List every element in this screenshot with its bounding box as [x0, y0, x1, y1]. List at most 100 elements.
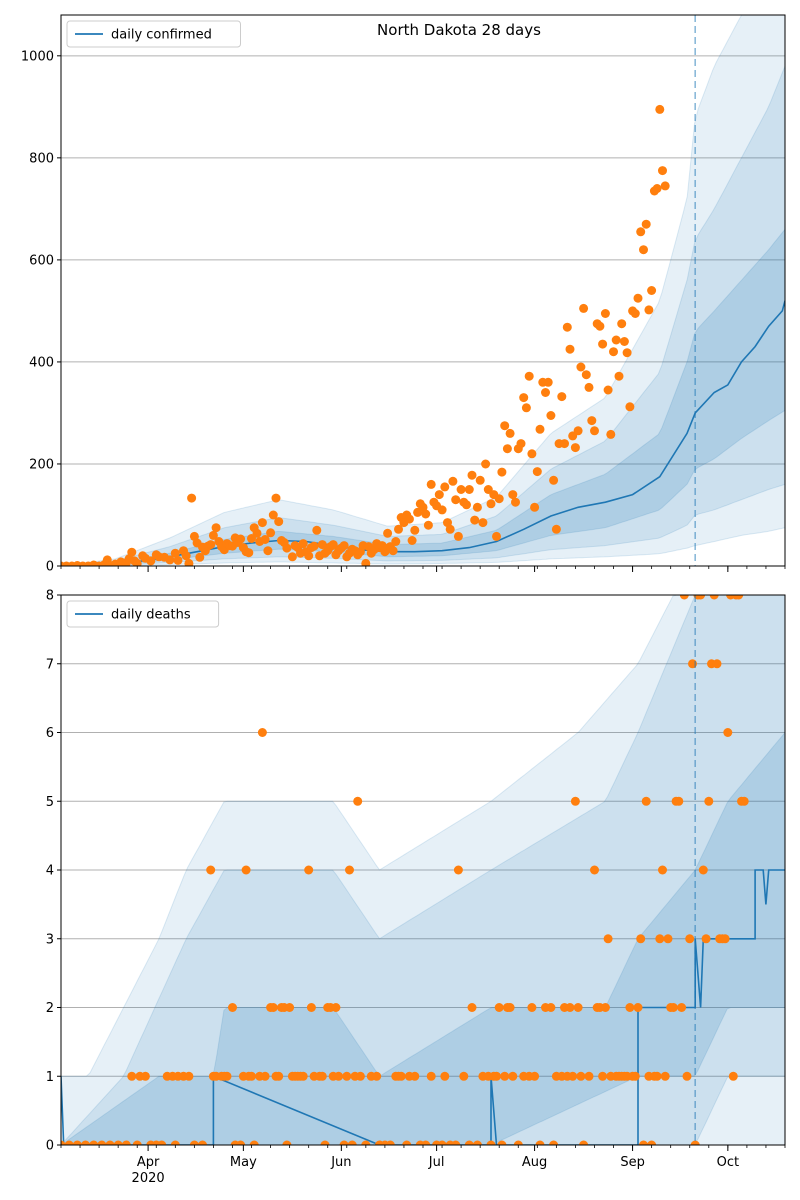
y-tick-label: 7: [46, 657, 54, 672]
y-tick-label: 2: [46, 1001, 54, 1016]
observed-point: [198, 1140, 207, 1145]
observed-point: [355, 1071, 365, 1081]
y-tick-label: 6: [46, 726, 54, 741]
observed-point: [720, 934, 730, 944]
observed-point: [660, 1071, 670, 1081]
observed-point: [317, 540, 327, 550]
observed-point: [527, 449, 537, 459]
observed-point: [505, 428, 515, 438]
observed-point: [306, 1003, 316, 1012]
observed-point: [486, 1140, 496, 1145]
observed-point: [372, 1071, 382, 1081]
chart-title: North Dakota 28 days: [377, 21, 541, 39]
observed-point: [410, 1071, 420, 1081]
observed-point: [342, 1071, 352, 1081]
observed-point: [184, 1071, 194, 1081]
y-tick-label: 8: [46, 589, 54, 604]
observed-point: [581, 370, 591, 380]
observed-point: [81, 1140, 90, 1145]
observed-point: [644, 305, 654, 315]
observed-point: [426, 479, 436, 489]
observed-point: [383, 528, 393, 538]
observed-point: [511, 497, 520, 507]
observed-point: [274, 517, 284, 527]
y-tick-label: 3: [46, 932, 54, 947]
observed-point: [257, 518, 267, 528]
observed-point: [407, 536, 417, 545]
observed-point: [206, 540, 216, 550]
observed-point: [652, 1071, 662, 1081]
observed-point: [206, 865, 216, 875]
observed-point: [570, 443, 580, 453]
observed-point: [257, 728, 267, 737]
observed-point: [530, 1071, 540, 1081]
observed-point: [508, 1071, 518, 1081]
observed-point: [505, 1003, 515, 1012]
observed-point: [339, 541, 349, 551]
y-tick-label: 600: [29, 253, 54, 268]
observed-point: [543, 377, 553, 387]
observed-point: [541, 388, 550, 397]
observed-point: [244, 548, 254, 558]
observed-point: [195, 552, 205, 562]
observed-point: [636, 934, 646, 944]
observed-point: [494, 1003, 504, 1012]
observed-point: [712, 659, 722, 669]
observed-point: [641, 796, 651, 806]
observed-point: [208, 530, 218, 540]
observed-point: [451, 1140, 461, 1145]
observed-point: [361, 1140, 371, 1145]
x-tick-label: Oct: [717, 1155, 739, 1170]
observed-point: [268, 510, 278, 520]
observed-point: [663, 934, 673, 944]
observed-point: [500, 421, 510, 431]
observed-point: [89, 1140, 99, 1145]
observed-point: [467, 470, 477, 480]
plot-area: [61, 15, 785, 566]
observed-point: [437, 505, 447, 515]
observed-point: [388, 546, 398, 556]
observed-point: [603, 934, 613, 944]
observed-point: [353, 796, 363, 806]
observed-point: [345, 865, 354, 875]
observed-point: [584, 382, 594, 392]
observed-point: [464, 485, 474, 494]
observed-point: [636, 227, 646, 237]
observed-point: [494, 494, 504, 504]
observed-point: [633, 1003, 643, 1012]
x-tick-label: Jun: [330, 1155, 351, 1170]
observed-point: [513, 1140, 523, 1145]
observed-point: [140, 1071, 150, 1081]
observed-point: [475, 475, 485, 485]
observed-point: [546, 1003, 556, 1012]
legend-label: daily confirmed: [111, 28, 212, 43]
observed-point: [600, 1003, 610, 1012]
observed-point: [639, 245, 648, 255]
y-tick-label: 800: [29, 151, 54, 166]
observed-point: [64, 1140, 74, 1145]
observed-point: [472, 502, 482, 512]
observed-point: [619, 337, 629, 346]
observed-point: [236, 534, 246, 544]
observed-point: [652, 184, 662, 193]
observed-point: [565, 344, 575, 354]
observed-point: [590, 426, 599, 436]
observed-point: [467, 1003, 477, 1012]
observed-point: [625, 402, 635, 412]
observed-point: [647, 286, 657, 295]
observed-point: [595, 321, 605, 331]
observed-point: [677, 1003, 687, 1012]
observed-point: [573, 426, 583, 436]
x-tick-label: Sep: [620, 1155, 645, 1170]
observed-point: [470, 515, 480, 525]
observed-point: [394, 524, 403, 534]
observed-point: [304, 865, 314, 875]
observed-point: [132, 1140, 142, 1145]
observed-point: [165, 555, 175, 565]
observed-point: [497, 1140, 507, 1145]
observed-point: [660, 181, 670, 191]
observed-point: [437, 1140, 447, 1145]
observed-point: [247, 1071, 256, 1081]
observed-point: [317, 1071, 327, 1081]
